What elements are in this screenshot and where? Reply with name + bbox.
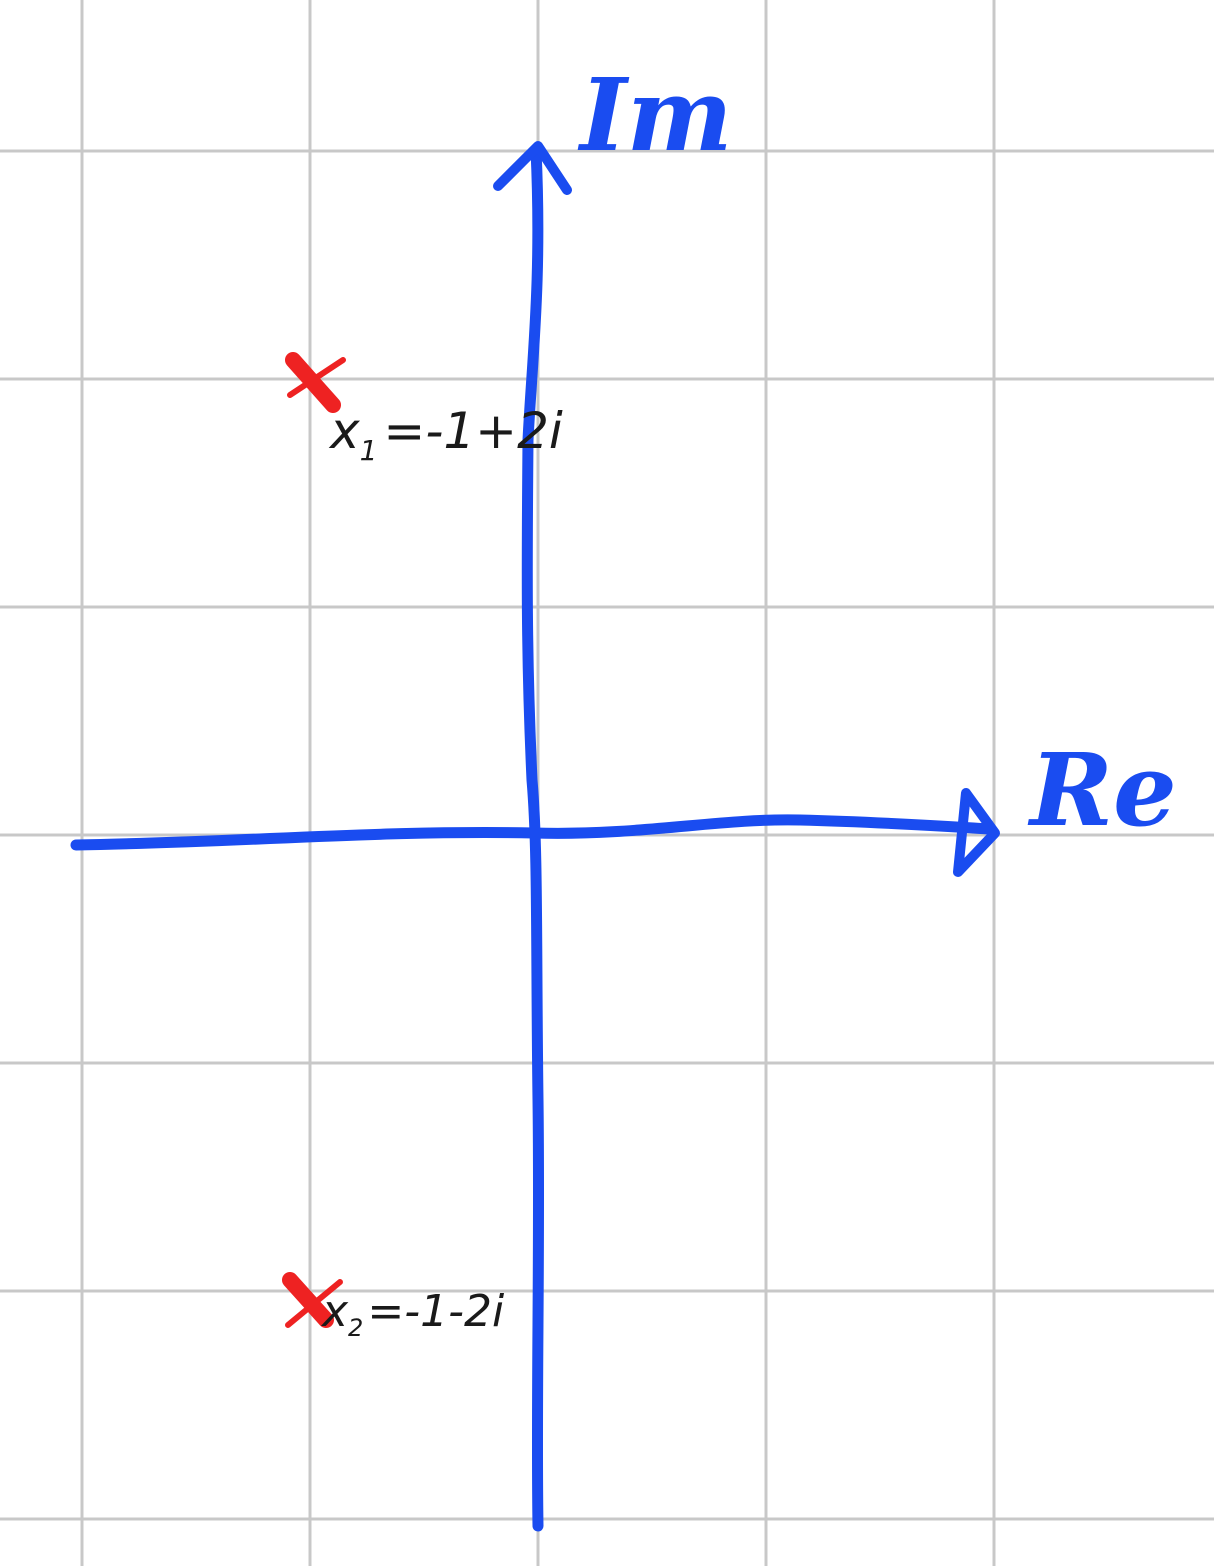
point-x1-subscript: 1	[360, 434, 378, 467]
point-x2-label: x2=-1-2i	[320, 1286, 505, 1342]
imaginary-axis-arrow-icon	[493, 141, 572, 195]
axes: Im Re	[70, 56, 1177, 1532]
point-x2-value: =-1-2i	[367, 1286, 505, 1337]
real-axis-arrow-icon	[953, 788, 1000, 877]
point-x1: x1 =-1+2i	[285, 352, 563, 467]
point-x1-value: =-1+2i	[383, 402, 562, 460]
point-x2-symbol: x	[320, 1286, 349, 1337]
red-x-icon	[285, 352, 346, 413]
point-x2: x2=-1-2i	[282, 1272, 505, 1342]
real-axis	[70, 814, 996, 851]
red-x-icon	[282, 1272, 343, 1328]
imaginary-axis-label: Im	[577, 56, 733, 174]
point-x2-subscript: 2	[348, 1314, 363, 1342]
point-x1-label: x1 =-1+2i	[328, 402, 563, 467]
imaginary-axis	[521, 144, 545, 1532]
point-x1-symbol: x	[328, 402, 360, 460]
real-axis-label: Re	[1027, 731, 1177, 849]
